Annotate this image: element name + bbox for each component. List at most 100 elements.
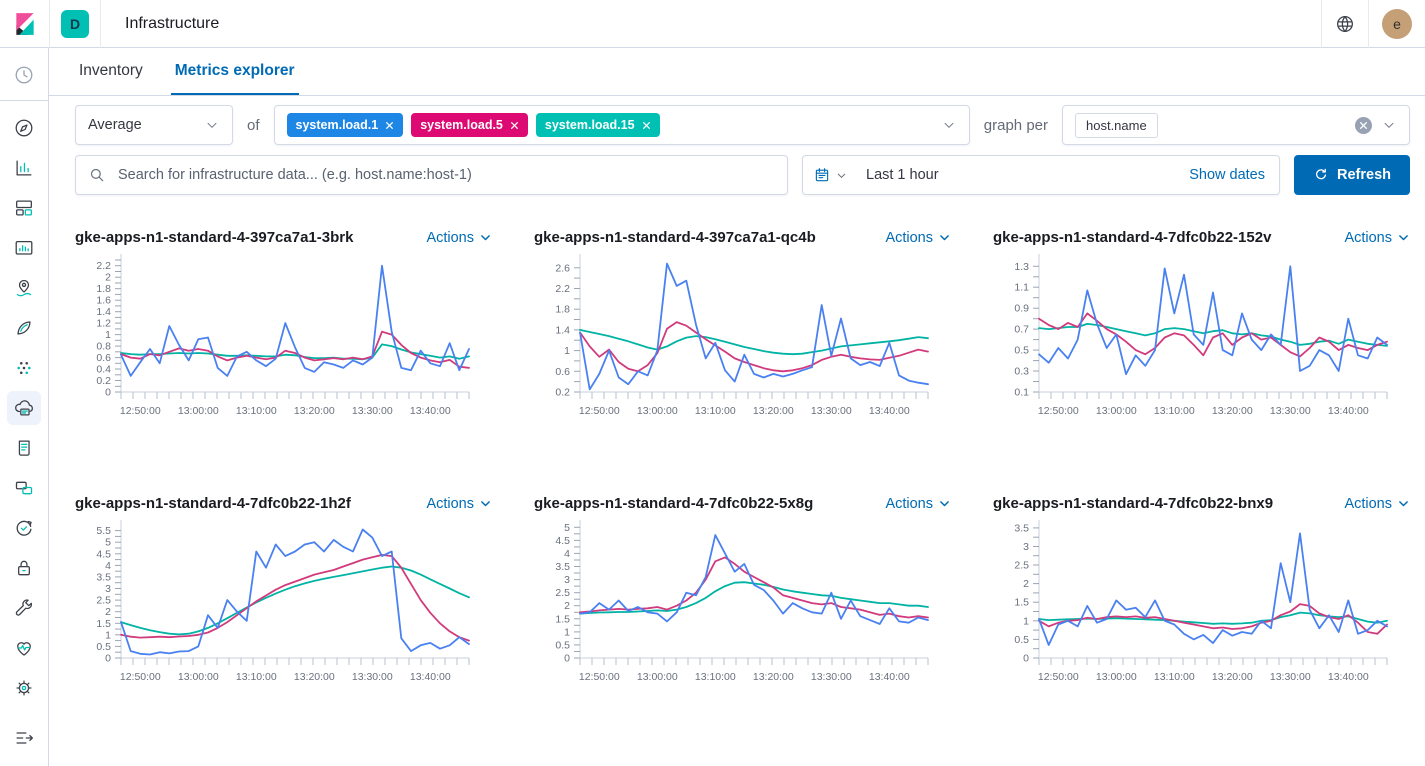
- svg-text:13:40:00: 13:40:00: [869, 405, 910, 417]
- svg-text:13:20:00: 13:20:00: [753, 405, 794, 417]
- group-by-value[interactable]: host.name: [1075, 112, 1158, 138]
- tab-bar: Inventory Metrics explorer: [49, 48, 1425, 96]
- svg-text:0.4: 0.4: [96, 364, 111, 376]
- sidebar-item-graph[interactable]: [7, 351, 41, 385]
- series-line-system.load.1: [579, 262, 929, 391]
- chart-actions-button[interactable]: Actions: [426, 496, 492, 512]
- sidebar-item-dev-tools[interactable]: [7, 591, 41, 625]
- chart-actions-button[interactable]: Actions: [885, 496, 951, 512]
- svg-text:3.5: 3.5: [96, 571, 111, 583]
- globe-icon: [1337, 15, 1353, 32]
- chart-canvas[interactable]: 0 0.5 1 1.5 2 2.5 3 3.5 12:50:00 13:00:00 13:10:00…: [993, 516, 1410, 684]
- sidebar-item-dashboard[interactable]: [7, 191, 41, 225]
- group-by-select[interactable]: host.name: [1062, 105, 1410, 145]
- graph-per-label: graph per: [983, 116, 1048, 134]
- series-line-system.load.1: [120, 264, 470, 377]
- metric-badge-system.load.1[interactable]: system.load.1: [286, 113, 404, 137]
- metric-badge-label: system.load.1: [295, 118, 379, 132]
- clock-icon: [15, 66, 33, 84]
- svg-text:12:50:00: 12:50:00: [579, 671, 620, 683]
- svg-text:2.6: 2.6: [555, 262, 570, 274]
- svg-text:0: 0: [564, 653, 570, 665]
- collapse-icon: [16, 732, 33, 744]
- chart-actions-button[interactable]: Actions: [1344, 230, 1410, 246]
- chevron-down-icon[interactable]: [941, 117, 957, 133]
- chevron-down-icon: [940, 235, 949, 241]
- chart-actions-button[interactable]: Actions: [426, 230, 492, 246]
- help-button[interactable]: [1322, 0, 1368, 48]
- sidebar-item-siem[interactable]: [7, 551, 41, 585]
- logs-icon: [18, 440, 30, 456]
- time-range-value[interactable]: Last 1 hour: [866, 167, 939, 183]
- svg-text:1: 1: [105, 329, 111, 341]
- aggregation-select[interactable]: Average: [75, 105, 233, 145]
- sidebar-item-machine-learning[interactable]: [7, 311, 41, 345]
- metric-badge-system.load.15[interactable]: system.load.15: [535, 113, 660, 137]
- chart-canvas[interactable]: 0 0.511.522.533.544.55 12:50:00 13:00:00 13:…: [534, 516, 951, 684]
- remove-metric-icon[interactable]: [510, 121, 519, 130]
- kibana-logo[interactable]: [0, 0, 49, 48]
- sidebar-item-visualize[interactable]: [7, 151, 41, 185]
- metric-chart-card: gke-apps-n1-standard-4-7dfc0b22-152v Acti…: [993, 229, 1410, 423]
- svg-text:2: 2: [105, 272, 111, 284]
- date-picker-quick-menu[interactable]: [803, 156, 858, 194]
- refresh-icon: [1316, 168, 1327, 180]
- chart-host-title: gke-apps-n1-standard-4-7dfc0b22-152v: [993, 229, 1272, 246]
- chart-canvas[interactable]: 00.20.40.60.811.21.41.61.822.2 12:50:00 13…: [75, 250, 492, 418]
- svg-text:0.6: 0.6: [555, 366, 570, 378]
- metric-badge-system.load.5[interactable]: system.load.5: [411, 113, 528, 137]
- metrics-field[interactable]: system.load.1 system.load.5 system.load.15: [273, 105, 970, 145]
- svg-text:12:50:00: 12:50:00: [579, 405, 620, 417]
- sidebar-item-collapse-navigation[interactable]: [7, 721, 41, 755]
- ml-icon: [17, 321, 31, 335]
- header-divider: [100, 0, 101, 48]
- refresh-button[interactable]: Refresh: [1294, 155, 1410, 195]
- header-divider: [49, 0, 50, 48]
- sidebar-item-management[interactable]: [7, 671, 41, 705]
- remove-metric-icon[interactable]: [385, 121, 394, 130]
- clear-group-by-button[interactable]: [1355, 116, 1372, 134]
- tab-metrics-explorer[interactable]: Metrics explorer: [170, 48, 299, 95]
- chevron-down-icon: [837, 173, 846, 178]
- svg-text:13:40:00: 13:40:00: [410, 671, 451, 683]
- svg-text:12:50:00: 12:50:00: [1038, 671, 1079, 683]
- chart-actions-button[interactable]: Actions: [1344, 496, 1410, 512]
- chart-canvas[interactable]: 0.2 0.6 1 1.4 1.8 2.2 2.6 12:50:00 13:00:00 13:10…: [534, 250, 951, 418]
- show-dates-link[interactable]: Show dates: [1189, 167, 1265, 183]
- sidebar-item-uptime[interactable]: [7, 511, 41, 545]
- sidebar-item-metrics[interactable]: [7, 391, 41, 425]
- sidebar-item-canvas[interactable]: [7, 231, 41, 265]
- svg-text:2: 2: [105, 606, 111, 618]
- svg-text:13:20:00: 13:20:00: [1212, 671, 1253, 683]
- search-input[interactable]: [116, 166, 775, 184]
- remove-metric-icon[interactable]: [642, 121, 651, 130]
- chevron-down-icon[interactable]: [1381, 117, 1397, 133]
- svg-text:0.5: 0.5: [555, 639, 570, 651]
- series-line-system.load.15: [579, 329, 929, 356]
- chevron-down-icon: [481, 235, 490, 241]
- svg-text:13:00:00: 13:00:00: [637, 671, 678, 683]
- svg-text:1.4: 1.4: [555, 324, 570, 336]
- svg-text:13:30:00: 13:30:00: [1270, 405, 1311, 417]
- sidebar-item-stack-monitoring[interactable]: [7, 631, 41, 665]
- aggregation-value: Average: [88, 117, 142, 133]
- svg-text:0.2: 0.2: [96, 375, 111, 387]
- chart-canvas[interactable]: 00.511.522.533.544.555.5 12:50:00 13:00:00…: [75, 516, 492, 684]
- sidebar-item-recently-viewed[interactable]: [7, 58, 41, 92]
- chart-actions-button[interactable]: Actions: [885, 230, 951, 246]
- sidebar-item-logs[interactable]: [7, 431, 41, 465]
- sidebar-item-discover[interactable]: [7, 111, 41, 145]
- chart-canvas[interactable]: 0.1 0.3 0.5 0.7 0.9 1.1 1.3 12:50:00 13:00:00 13:…: [993, 250, 1410, 418]
- user-avatar[interactable]: e: [1382, 8, 1412, 39]
- space-badge[interactable]: D: [61, 9, 89, 38]
- svg-text:13:30:00: 13:30:00: [811, 405, 852, 417]
- sidebar-item-apm[interactable]: [7, 471, 41, 505]
- svg-text:0.5: 0.5: [1014, 634, 1029, 646]
- tab-inventory[interactable]: Inventory: [79, 61, 143, 79]
- header-divider: [1321, 0, 1322, 48]
- page-title: Infrastructure: [125, 14, 220, 32]
- svg-text:4: 4: [105, 560, 111, 572]
- sidebar-item-maps[interactable]: [7, 271, 41, 305]
- monitoring-icon: [17, 642, 31, 656]
